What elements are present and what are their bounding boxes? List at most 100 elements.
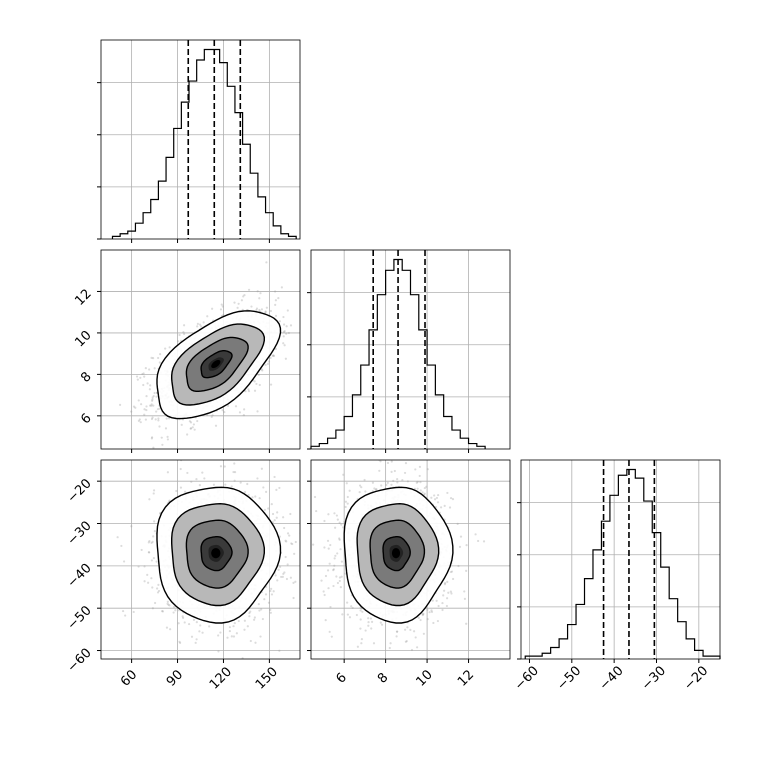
scatter-point [155, 410, 158, 413]
scatter-point [217, 634, 220, 637]
scatter-point [221, 305, 224, 308]
scatter-point [151, 396, 154, 399]
scatter-point [404, 640, 407, 643]
scatter-point [153, 601, 157, 605]
x-tick-label: −30 [639, 664, 669, 694]
scatter-point [233, 621, 236, 625]
scatter-point [161, 610, 165, 613]
scatter-panel-p2-p3 [310, 459, 511, 660]
scatter-point [212, 483, 216, 486]
scatter-point [235, 632, 238, 635]
scatter-point [247, 288, 251, 291]
scatter-point [169, 628, 172, 631]
scatter-point [289, 324, 293, 327]
scatter-point [430, 610, 434, 613]
scatter-point [395, 630, 399, 633]
scatter-point [232, 625, 235, 628]
scatter-point [241, 657, 244, 659]
scatter-point [441, 608, 444, 612]
scatter-point [360, 486, 363, 489]
scatter-point [367, 617, 370, 620]
scatter-point [234, 405, 238, 408]
scatter-point [346, 613, 349, 616]
scatter-point [334, 526, 337, 529]
scatter-point [198, 483, 201, 487]
histogram-step-line [111, 48, 297, 239]
scatter-point [181, 616, 185, 619]
scatter-point [344, 505, 347, 509]
scatter-point [248, 615, 251, 618]
scatter-point [263, 508, 267, 511]
scatter-point [421, 613, 424, 617]
scatter-point [189, 427, 192, 430]
scatter-point [168, 417, 171, 420]
scatter-point [153, 520, 156, 523]
scatter-point [203, 477, 206, 480]
scatter-point [149, 404, 152, 407]
scatter-point [257, 603, 260, 606]
scatter-point [269, 356, 272, 359]
scatter-point [199, 457, 201, 459]
scatter-point [223, 465, 226, 468]
scatter-point [277, 297, 280, 300]
scatter-point [338, 521, 341, 524]
x-tick-label: −40 [597, 664, 627, 694]
scatter-point [200, 325, 203, 328]
scatter-point [482, 540, 486, 543]
contour-line [171, 323, 265, 406]
scatter-point [189, 421, 193, 424]
scatter-point [160, 610, 164, 613]
scatter-point [230, 485, 233, 488]
scatter-point [380, 623, 384, 626]
scatter-point [172, 611, 175, 614]
scatter-point [341, 613, 344, 616]
scatter-point [257, 373, 260, 376]
scatter-point [433, 498, 437, 501]
scatter-point [148, 540, 151, 543]
scatter-point [143, 413, 146, 416]
scatter-point [233, 462, 236, 465]
scatter-point [416, 480, 419, 483]
scatter-point [281, 575, 284, 578]
scatter-point [193, 428, 196, 431]
scatter-point [258, 497, 261, 500]
histogram-panel-p3 [517, 459, 721, 660]
scatter-point [269, 608, 272, 612]
scatter-point [208, 625, 211, 628]
scatter-point [259, 635, 262, 638]
scatter-point [340, 560, 344, 563]
scatter-point [275, 488, 278, 491]
scatter-point [348, 489, 351, 492]
scatter-point [477, 539, 480, 543]
scatter-point [370, 620, 374, 623]
scatter-point [143, 580, 146, 583]
scatter-point [148, 368, 151, 371]
scatter-point [450, 592, 453, 595]
scatter-point [280, 575, 283, 579]
scatter-point [425, 485, 428, 488]
scatter-point [282, 323, 286, 326]
scatter-point [437, 604, 440, 608]
scatter-point [249, 639, 252, 643]
contour-line [171, 502, 265, 607]
scatter-point [272, 590, 275, 593]
scatter-point [217, 650, 220, 653]
scatter-point [338, 537, 341, 540]
scatter-point [139, 421, 142, 424]
scatter-point [336, 581, 340, 585]
scatter-point [250, 305, 253, 308]
scatter-point [188, 420, 191, 423]
scatter-point [238, 411, 242, 414]
scatter-point [303, 513, 305, 515]
scatter-point [255, 382, 258, 386]
contour-line [369, 519, 426, 589]
x-tick-label: 6 [333, 670, 349, 686]
scatter-point [264, 311, 267, 314]
scatter-point [282, 335, 285, 338]
scatter-point [414, 636, 417, 639]
scatter-point [328, 630, 331, 633]
scatter-point [423, 492, 426, 495]
scatter-point [210, 415, 213, 419]
scatter-point [224, 483, 227, 486]
scatter-point [258, 383, 261, 387]
